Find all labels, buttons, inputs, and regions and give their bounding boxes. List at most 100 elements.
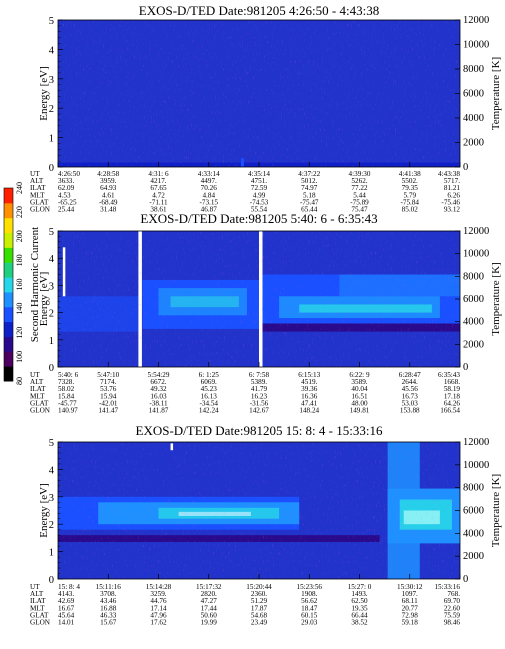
ephemeris-value: 75.59 — [444, 611, 461, 619]
ephemeris-row-label: MLT — [30, 191, 45, 199]
ephemeris-value: 39.36 — [301, 385, 318, 393]
ephemeris-value: 74.97 — [301, 184, 318, 192]
panel-2: EXOS-D/TED Date:981205 5:40: 6 - 6:35:43… — [30, 211, 502, 415]
ephemeris-value: -38.11 — [149, 399, 168, 407]
colorbar-segment — [4, 291, 13, 308]
y-tick-label: 3 — [49, 493, 54, 504]
ephemeris-value: 62.50 — [351, 597, 368, 605]
ephemeris-value: 6:15:13 — [298, 371, 320, 379]
y-tick-label: 5 — [49, 16, 54, 27]
ephemeris-row-label: GLON — [30, 619, 51, 627]
ephemeris-value: -65.25 — [58, 198, 77, 206]
colorbar-segment — [4, 306, 13, 323]
ephemeris-value: 85.02 — [402, 206, 419, 214]
ephemeris-value: 1668. — [444, 378, 460, 386]
ephemeris-value: 53.03 — [402, 399, 419, 407]
ephemeris-value: 4497. — [201, 177, 217, 185]
ephemeris-value: 50.60 — [201, 611, 218, 619]
ephemeris-value: 29.03 — [301, 619, 318, 627]
ephemeris-value: 51.29 — [251, 597, 268, 605]
ephemeris-value: 15:17:32 — [196, 583, 222, 591]
ephemeris-value: 58.19 — [444, 385, 461, 393]
ephemeris-value: 768. — [447, 590, 460, 598]
ephemeris-value: 4:28:58 — [97, 170, 119, 178]
ephemeris-value: 77.22 — [351, 184, 368, 192]
ephemeris-value: 40.04 — [351, 385, 368, 393]
ephemeris-value: 60.15 — [301, 611, 318, 619]
ephemeris-value: 16.13 — [201, 392, 218, 400]
y2-tick-label: 8000 — [463, 483, 484, 494]
ephemeris-value: 56.62 — [301, 597, 318, 605]
spectrogram-noise — [58, 442, 460, 579]
ephemeris-value: 141.87 — [149, 407, 169, 415]
colorbar-tick-label: 120 — [15, 327, 24, 339]
colorbar-segment — [4, 351, 13, 367]
ephemeris-value: 15:11:16 — [96, 583, 122, 591]
colorbar-label: Second Harmonic Current — [29, 227, 41, 342]
y2-tick-label: 0 — [463, 574, 468, 585]
ephemeris-value: 59.18 — [402, 619, 419, 627]
ephemeris-value: 16.23 — [251, 392, 268, 400]
panel-title: EXOS-D/TED Date:981205 5:40: 6 - 6:35:43 — [140, 211, 377, 226]
y2-tick-label: 8000 — [463, 271, 484, 282]
ephemeris-value: 4:43:38 — [438, 170, 460, 178]
y-tick-label: 1 — [49, 134, 54, 145]
ephemeris-value: 23.49 — [251, 619, 268, 627]
ephemeris-value: 15:30:12 — [397, 583, 423, 591]
colorbar-segment — [4, 321, 13, 337]
ephemeris-row-label: ALT — [30, 590, 44, 598]
ephemeris-value: 15.94 — [100, 392, 117, 400]
ephemeris-value: 14.01 — [58, 619, 75, 627]
ephemeris-row-label: GLAT — [30, 611, 49, 619]
ephemeris-value: 16.67 — [58, 604, 75, 612]
ephemeris-value: 7174. — [100, 378, 116, 386]
ephemeris-value: 16.03 — [150, 392, 167, 400]
ephemeris-value: 15:20:44 — [246, 583, 272, 591]
ephemeris-value: 6: 1:25 — [199, 371, 220, 379]
ephemeris-value: 45.56 — [402, 385, 419, 393]
ephemeris-value: -31.56 — [250, 399, 269, 407]
ephemeris-value: -73.15 — [199, 198, 218, 206]
y2-axis-label: Temperature [K] — [490, 57, 502, 130]
ephemeris-value: 17.18 — [444, 392, 461, 400]
ephemeris-value: 153.88 — [400, 407, 420, 415]
y-tick-label: 4 — [49, 45, 55, 56]
ephemeris-value: 25.44 — [58, 206, 75, 214]
ephemeris-value: 4:41:38 — [399, 170, 421, 178]
ephemeris-value: 5.44 — [353, 191, 366, 199]
ephemeris-value: 4:26:50 — [58, 170, 80, 178]
ephemeris-value: 31.48 — [100, 206, 117, 214]
y-tick-label: 4 — [49, 465, 55, 476]
ephemeris-value: 66.44 — [351, 611, 368, 619]
ephemeris-value: -75.84 — [400, 198, 419, 206]
ephemeris-value: 16.88 — [100, 604, 117, 612]
ephemeris-value: 15:23:56 — [296, 583, 322, 591]
colorbar-segment — [4, 277, 13, 293]
colorbar-tick-label: 240 — [15, 182, 24, 194]
ephemeris-value: 81.21 — [444, 184, 461, 192]
spectrogram-noise — [58, 20, 460, 167]
plot-area — [58, 442, 460, 579]
ephemeris-value: 6672. — [150, 378, 166, 386]
panel-title: EXOS-D/TED Date:981205 15: 8: 4 - 15:33:… — [136, 423, 383, 438]
spectrogram-noise — [58, 231, 460, 367]
ephemeris-value: 20.77 — [402, 604, 419, 612]
y2-tick-label: 10000 — [463, 249, 489, 260]
ephemeris-value: 16.36 — [301, 392, 318, 400]
ephemeris-value: -45.77 — [58, 399, 77, 407]
y-axis-label: Energy [eV] — [38, 66, 50, 120]
ephemeris-value: 22.60 — [444, 604, 461, 612]
colorbar-frame — [3, 187, 14, 382]
colorbar-segment — [4, 366, 13, 382]
ephemeris-value: 4.53 — [58, 191, 71, 199]
ephemeris-value: 1097. — [402, 590, 418, 598]
y2-tick-label: 4000 — [463, 113, 484, 124]
ephemeris-row-label: UT — [30, 583, 40, 591]
spectrogram-panels: EXOS-D/TED Date:981205 4:26:50 - 4:43:38… — [30, 3, 502, 627]
plot-area — [58, 20, 460, 167]
y-tick-label: 4 — [49, 254, 55, 265]
ephemeris-value: 69.70 — [444, 597, 461, 605]
ephemeris-value: 47.96 — [150, 611, 167, 619]
ephemeris-value: 140.97 — [58, 407, 78, 415]
ephemeris-value: 53.76 — [100, 385, 117, 393]
